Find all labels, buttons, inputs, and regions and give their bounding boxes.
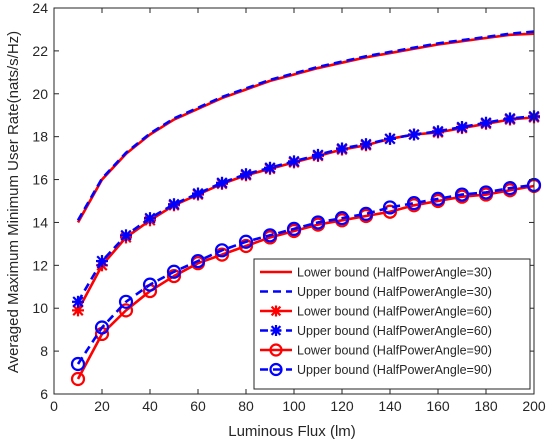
x-tick-label: 200 [522,398,546,414]
data-point [334,211,350,226]
x-tick-label: 40 [142,398,158,414]
x-tick-label: 60 [190,398,206,414]
data-point [238,238,254,254]
legend-marker [269,362,283,377]
data-point [166,268,182,284]
y-tick-label: 8 [40,343,48,359]
x-tick-label: 80 [238,398,254,414]
data-point [454,187,470,202]
data-point [504,112,516,125]
data-point [70,356,86,372]
x-tick-label: 140 [378,398,402,414]
legend-entry: Upper bound (HalfPowerAngle=90) [260,362,492,377]
data-point [214,247,230,262]
x-tick-label: 180 [474,398,498,414]
y-axis-label: Averaged Maximum Minimum User Rate(nats/… [5,31,22,373]
data-point [336,142,348,155]
series-2 [76,30,535,221]
legend-entry: Lower bound (HalfPowerAngle=30) [260,266,492,280]
data-point [432,125,444,138]
legend-entry: Lower bound (HalfPowerAngle=60) [260,305,492,319]
data-point [264,161,276,174]
data-point [120,229,132,242]
data-point [480,116,492,129]
legend-entry: Upper bound (HalfPowerAngle=60) [260,324,492,338]
x-tick-label: 120 [330,398,354,414]
legend-label: Lower bound (HalfPowerAngle=30) [297,266,492,280]
y-tick-label: 6 [40,386,48,402]
x-axis-label: Luminous Flux (lm) [228,423,356,440]
data-point [190,253,206,269]
y-tick-label: 20 [32,86,48,102]
data-point [166,264,182,279]
data-point [382,204,398,219]
data-point [238,234,254,249]
legend-entry: Upper bound (HalfPowerAngle=30) [260,285,492,299]
x-tick-label: 100 [282,398,306,414]
data-point [382,200,398,215]
data-point [310,215,326,230]
data-point [118,294,134,309]
y-tick-label: 18 [32,129,48,145]
data-point [240,168,252,181]
data-point [312,148,324,161]
data-point [168,198,180,211]
data-point [406,196,422,211]
data-point [72,295,84,308]
legend-entry: Lower bound (HalfPowerAngle=90) [260,343,492,358]
legend-label: Lower bound (HalfPowerAngle=90) [297,344,492,358]
data-point [214,243,230,258]
data-point [216,176,228,189]
data-point [118,303,134,318]
data-point [456,121,468,134]
data-point [70,371,86,387]
data-point [262,228,278,243]
data-point [96,255,108,268]
legend: Lower bound (HalfPowerAngle=30) Upper bou… [253,258,531,390]
data-point [286,221,302,236]
data-point [360,138,372,151]
data-point [384,132,396,145]
legend-label: Upper bound (HalfPowerAngle=30) [297,285,492,299]
data-point [288,155,300,168]
x-tick-label: 160 [426,398,450,414]
legend-box [253,258,531,390]
legend-marker [270,305,282,317]
data-point [142,277,158,292]
y-tick-label: 24 [32,0,48,16]
y-tick-label: 16 [32,172,48,188]
data-point [478,185,494,200]
data-point [502,181,518,196]
legend-label: Upper bound (HalfPowerAngle=90) [297,363,492,377]
axes: 0 20 40 60 80 100 120 140 160 180 200 6 8 10 12 14 16 18 2… [32,0,545,414]
data-point [358,206,374,221]
y-tick-label: 14 [32,214,48,230]
data-point [94,320,110,335]
x-tick-label: 20 [94,398,110,414]
legend-label: Lower bound (HalfPowerAngle=60) [297,305,492,319]
data-point [192,187,204,200]
data-point [144,212,156,225]
legend-label: Upper bound (HalfPowerAngle=60) [297,324,492,338]
legend-marker [270,325,282,336]
series-4 [72,110,540,308]
y-tick-label: 12 [32,257,48,273]
series-line [76,183,535,365]
legend-marker [269,343,283,357]
x-tick-label: 0 [50,398,58,414]
data-point [408,128,420,141]
plot-area [70,30,542,387]
data-point [430,191,446,206]
y-tick-label: 22 [32,43,48,59]
y-tick-label: 10 [32,300,48,316]
series-line [76,30,535,221]
